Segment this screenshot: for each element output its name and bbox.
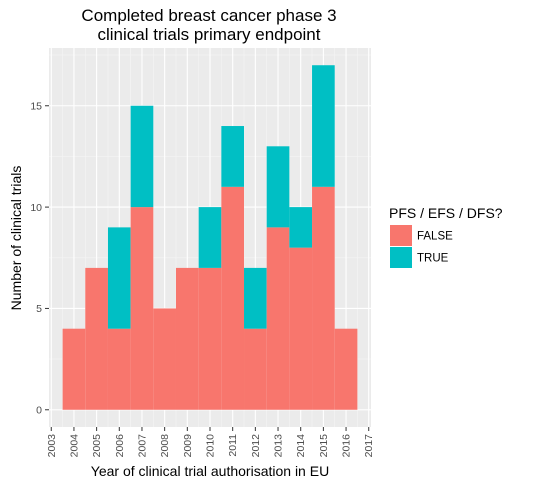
- bar-true-2007: [130, 105, 154, 208]
- bar-false-2005: [85, 267, 108, 410]
- bar-false-2004: [62, 328, 86, 410]
- y-tick-label: 15: [30, 101, 42, 113]
- x-tick-label: 2003: [46, 434, 58, 458]
- bar-true-2013: [266, 146, 290, 228]
- x-axis-title: Year of clinical trial authorisation in …: [91, 463, 329, 479]
- bar-false-2012: [244, 328, 267, 410]
- bar-false-2011: [221, 186, 245, 410]
- x-tick-label: 2016: [341, 434, 353, 458]
- bar-false-2015: [312, 186, 335, 410]
- x-axis: 2003 2004 2005 2006 2007 2008 2009 2010 2011 2012…: [46, 427, 375, 457]
- legend-label-true: TRUE: [417, 253, 449, 265]
- y-axis-title: Number of clinical trials: [8, 166, 24, 311]
- x-tick-label: 2007: [136, 434, 148, 458]
- x-tick-label: 2014: [295, 434, 307, 458]
- x-tick-label: 2006: [114, 434, 126, 458]
- bar-true-2015: [312, 65, 335, 187]
- bar-false-2010: [198, 267, 222, 410]
- x-tick-label: 2013: [273, 434, 285, 458]
- bar-true-2006: [107, 227, 131, 329]
- x-tick-label: 2015: [318, 434, 330, 458]
- y-tick-label: 5: [36, 303, 42, 315]
- chart-title-line-1: Completed breast cancer phase 3: [81, 6, 336, 25]
- x-tick-label: 2005: [91, 434, 103, 458]
- y-tick-label: 0: [36, 405, 42, 417]
- legend-swatch-true: [390, 247, 412, 268]
- legend-title: PFS / EFS / DFS?: [389, 205, 503, 221]
- y-axis: 0 5 10 15: [30, 101, 49, 417]
- bar-true-2010: [198, 207, 222, 268]
- legend: PFS / EFS / DFS? FALSE TRUE: [389, 205, 503, 268]
- legend-swatch-false: [390, 225, 412, 246]
- x-tick-label: 2008: [159, 434, 171, 458]
- bar-false-2006: [107, 328, 131, 410]
- x-tick-label: 2010: [205, 434, 217, 458]
- bar-false-2014: [289, 247, 313, 410]
- bar-false-2009: [175, 267, 199, 410]
- x-tick-label: 2009: [182, 434, 194, 458]
- legend-label-false: FALSE: [417, 231, 453, 243]
- bar-true-2014: [289, 207, 313, 248]
- chart-title-line-2: clinical trials primary endpoint: [98, 25, 321, 44]
- y-tick-label: 10: [30, 202, 42, 214]
- bar-false-2008: [153, 308, 176, 410]
- x-tick-label: 2011: [227, 434, 239, 457]
- x-tick-label: 2004: [68, 434, 80, 458]
- bar-true-2011: [221, 126, 245, 187]
- bar-true-2012: [244, 267, 267, 329]
- x-tick-label: 2017: [363, 434, 375, 458]
- x-tick-label: 2012: [250, 434, 262, 458]
- bar-false-2007: [130, 207, 154, 410]
- bar-false-2016: [334, 328, 358, 410]
- bar-false-2013: [266, 227, 290, 410]
- bars: [62, 65, 358, 410]
